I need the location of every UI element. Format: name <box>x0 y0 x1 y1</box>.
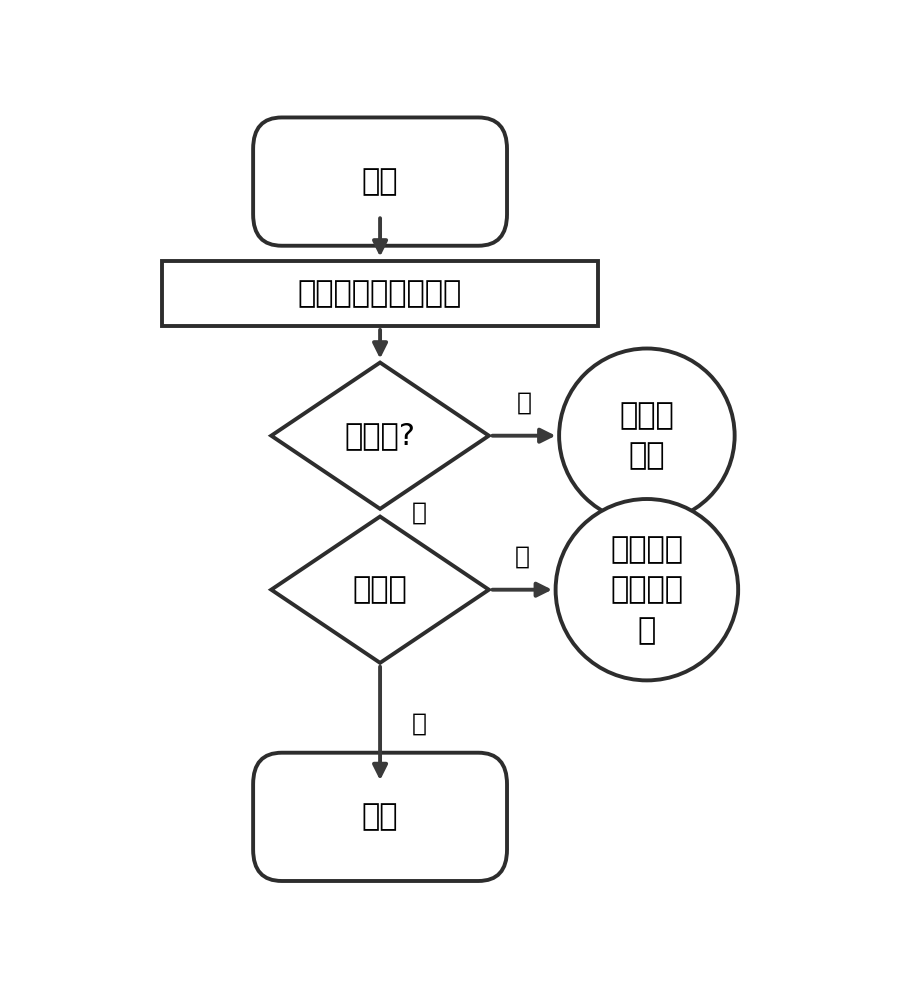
Text: 冷启动
控制: 冷启动 控制 <box>620 401 674 470</box>
Polygon shape <box>271 363 489 509</box>
Text: 小负荷燃
烧辅助控
制: 小负荷燃 烧辅助控 制 <box>611 535 683 645</box>
FancyBboxPatch shape <box>253 117 507 246</box>
Text: 否: 否 <box>411 711 427 735</box>
Text: 否: 否 <box>411 501 427 525</box>
Text: 开始: 开始 <box>361 167 399 196</box>
FancyBboxPatch shape <box>253 753 507 881</box>
Text: 小负荷: 小负荷 <box>352 575 408 604</box>
Text: 是: 是 <box>516 390 532 414</box>
Text: 是: 是 <box>515 544 530 568</box>
Ellipse shape <box>559 348 735 523</box>
Polygon shape <box>271 517 489 663</box>
Bar <box>162 261 598 326</box>
Text: 冷启动?: 冷启动? <box>344 421 416 450</box>
Text: 发动机运行状态检测: 发动机运行状态检测 <box>298 279 462 308</box>
Text: 结束: 结束 <box>361 802 399 831</box>
Ellipse shape <box>555 499 738 680</box>
